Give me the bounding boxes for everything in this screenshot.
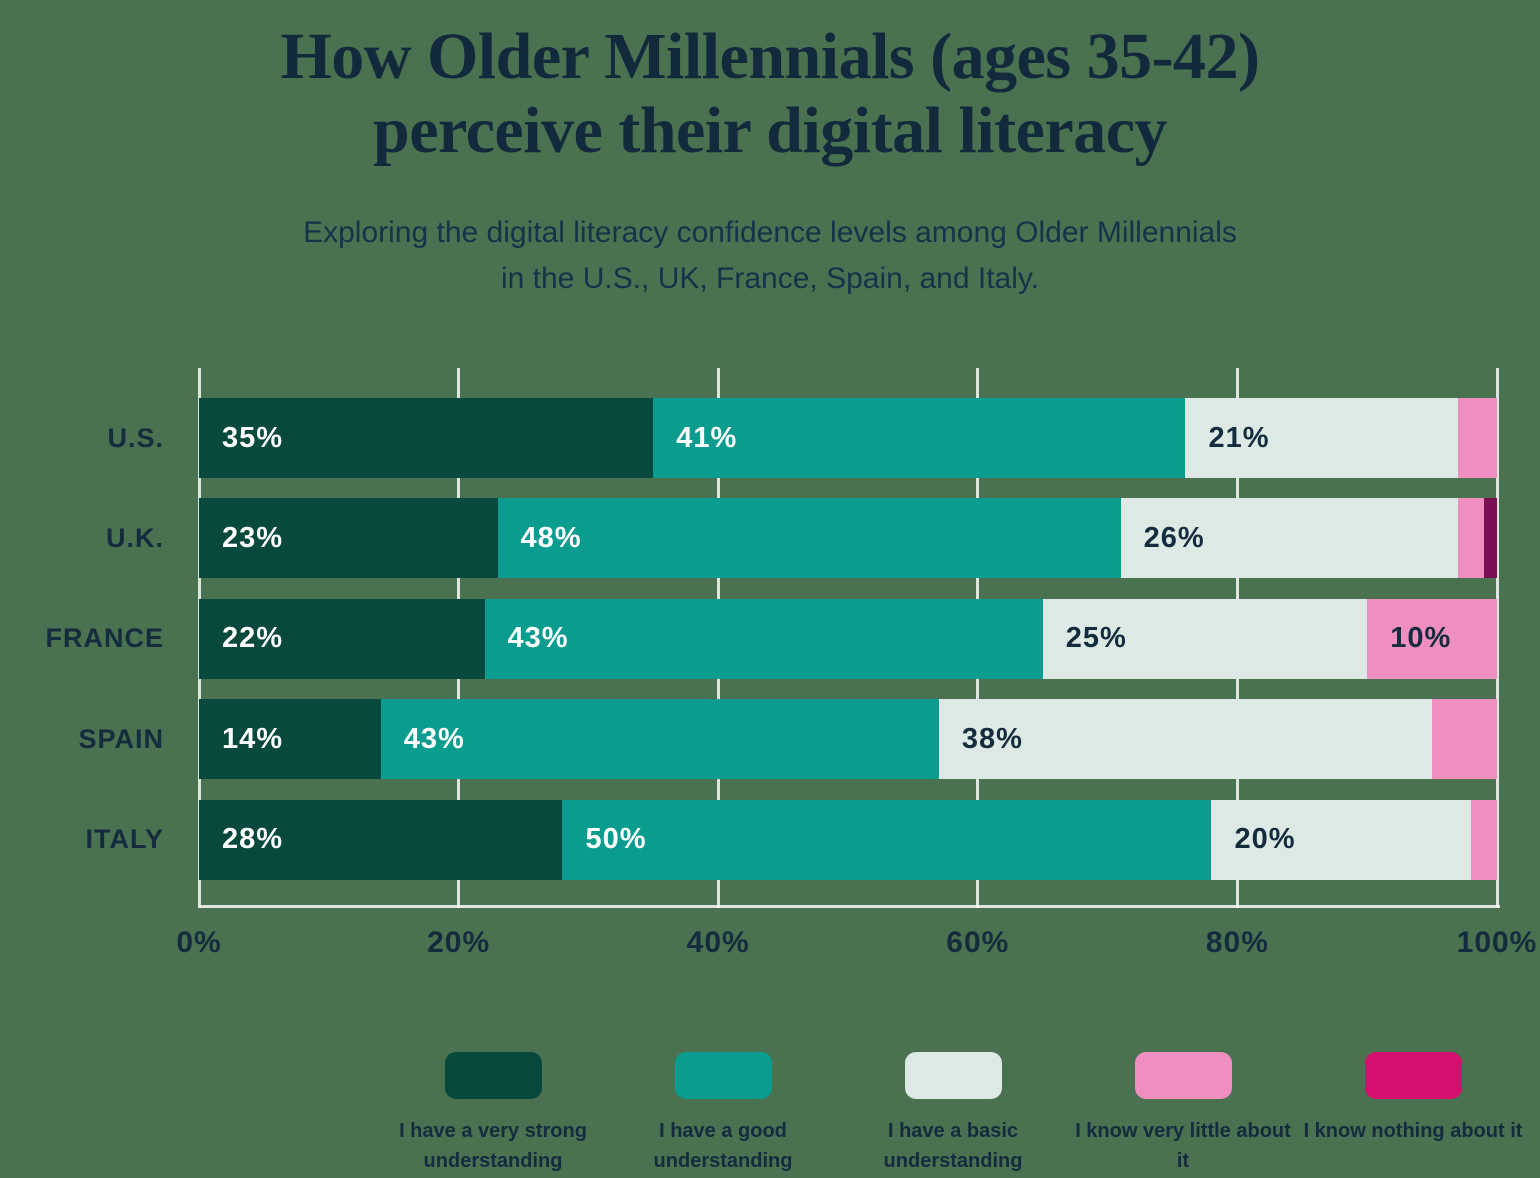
legend-label: I know very little about it <box>1075 1120 1291 1172</box>
bar-segment <box>1458 398 1497 478</box>
legend-label: I know nothing about it <box>1303 1120 1523 1142</box>
page-title-line1: How Older Millennials (ages 35-42) <box>280 20 1260 93</box>
bar-value-label: 23% <box>222 521 284 554</box>
bar-value-label: 22% <box>222 622 284 655</box>
bar-segment: 43% <box>380 699 939 780</box>
gridline-100% <box>1495 368 1499 908</box>
bar-value-label: 10% <box>1390 622 1452 655</box>
category-label-us: U.S. <box>107 422 164 453</box>
bar-segment: 41% <box>653 398 1186 478</box>
bar-value-label: 21% <box>1208 421 1270 454</box>
bar-segment: 28% <box>199 799 563 880</box>
legend-item: I know nothing about it <box>1298 1052 1528 1176</box>
bar-segment: 43% <box>484 598 1043 679</box>
bar-value-label: 43% <box>507 622 569 655</box>
category-label-uk: U.K. <box>106 522 164 553</box>
bar-segment: 21% <box>1185 398 1459 478</box>
bar-segment <box>1432 699 1497 780</box>
bar-row: 35% 41% 21% <box>199 398 1497 478</box>
category-label-spain: SPAIN <box>78 723 164 754</box>
page-title: How Older Millennials (ages 35-42) perce… <box>0 20 1540 168</box>
plot-area: 35% 41% 21% 23% 48% 26% 22% 43% 25% 10% 14% 43% 38% 2… <box>197 368 1500 908</box>
bar-segment: 35% <box>199 398 654 478</box>
bar-segment: 20% <box>1211 799 1472 880</box>
legend-item: I have a good understanding <box>608 1052 838 1176</box>
x-axis-baseline <box>199 905 1500 908</box>
legend-swatch <box>674 1052 772 1099</box>
page-subtitle: Exploring the digital literacy confidenc… <box>0 210 1540 302</box>
legend-swatch <box>1364 1052 1462 1099</box>
bar-value-label: 26% <box>1143 521 1205 554</box>
page-subtitle-line1: Exploring the digital literacy confidenc… <box>303 216 1237 249</box>
bar-row: 14% 43% 38% <box>199 699 1497 780</box>
bar-value-label: 50% <box>585 823 647 856</box>
legend-label: I have a very strong understanding <box>399 1120 587 1172</box>
bar-segment <box>1484 498 1497 579</box>
bar-segment: 25% <box>1042 598 1368 679</box>
bar-segment <box>1458 498 1484 579</box>
bar-segment: 26% <box>1120 498 1459 579</box>
bar-segment: 48% <box>497 498 1121 579</box>
bar-row: 22% 43% 25% 10% <box>199 598 1497 679</box>
legend-label: I have a basic understanding <box>883 1120 1023 1172</box>
bar-segment: 50% <box>562 799 1212 880</box>
bar-value-label: 35% <box>222 421 284 454</box>
page-title-line2: perceive their digital literacy <box>373 94 1167 167</box>
category-label-france: FRANCE <box>45 623 164 654</box>
legend-label: I have a good understanding <box>653 1120 793 1172</box>
bar-segment <box>1471 799 1497 880</box>
legend: I have a very strong understanding I have… <box>378 1052 1528 1176</box>
bar-value-label: 48% <box>520 521 582 554</box>
bar-row: 28% 50% 20% <box>199 799 1497 880</box>
legend-swatch <box>444 1052 542 1099</box>
category-labels: U.S. U.K. FRANCE SPAIN ITALY <box>0 368 164 908</box>
x-tick-label: 40% <box>686 926 750 959</box>
bar-value-label: 20% <box>1234 823 1296 856</box>
bar-value-label: 14% <box>222 722 284 755</box>
x-tick-label: 100% <box>1456 926 1538 959</box>
bar-segment: 10% <box>1367 598 1497 679</box>
bar-value-label: 41% <box>676 421 738 454</box>
bar-value-label: 43% <box>403 722 465 755</box>
x-tick-label: 20% <box>427 926 491 959</box>
legend-swatch <box>1134 1052 1232 1099</box>
bar-segment: 38% <box>938 699 1433 780</box>
bar-value-label: 38% <box>961 722 1023 755</box>
legend-item: I know very little about it <box>1068 1052 1298 1176</box>
legend-item: I have a basic understanding <box>838 1052 1068 1176</box>
x-tick-label: 0% <box>176 926 222 959</box>
legend-item: I have a very strong understanding <box>378 1052 608 1176</box>
x-tick-label: 80% <box>1205 926 1269 959</box>
x-tick-label: 60% <box>946 926 1010 959</box>
bar-value-label: 25% <box>1065 622 1127 655</box>
bar-value-label: 28% <box>222 823 284 856</box>
bar-segment: 23% <box>199 498 498 579</box>
bar-row: 23% 48% 26% <box>199 498 1497 579</box>
x-axis: 0% 20% 40% 60% 80% 100% <box>176 926 1536 970</box>
category-label-italy: ITALY <box>85 824 164 855</box>
bar-segment: 22% <box>199 598 485 679</box>
page-subtitle-line2: in the U.S., UK, France, Spain, and Ital… <box>500 262 1040 295</box>
bar-segment: 14% <box>199 699 381 780</box>
legend-swatch <box>904 1052 1002 1099</box>
